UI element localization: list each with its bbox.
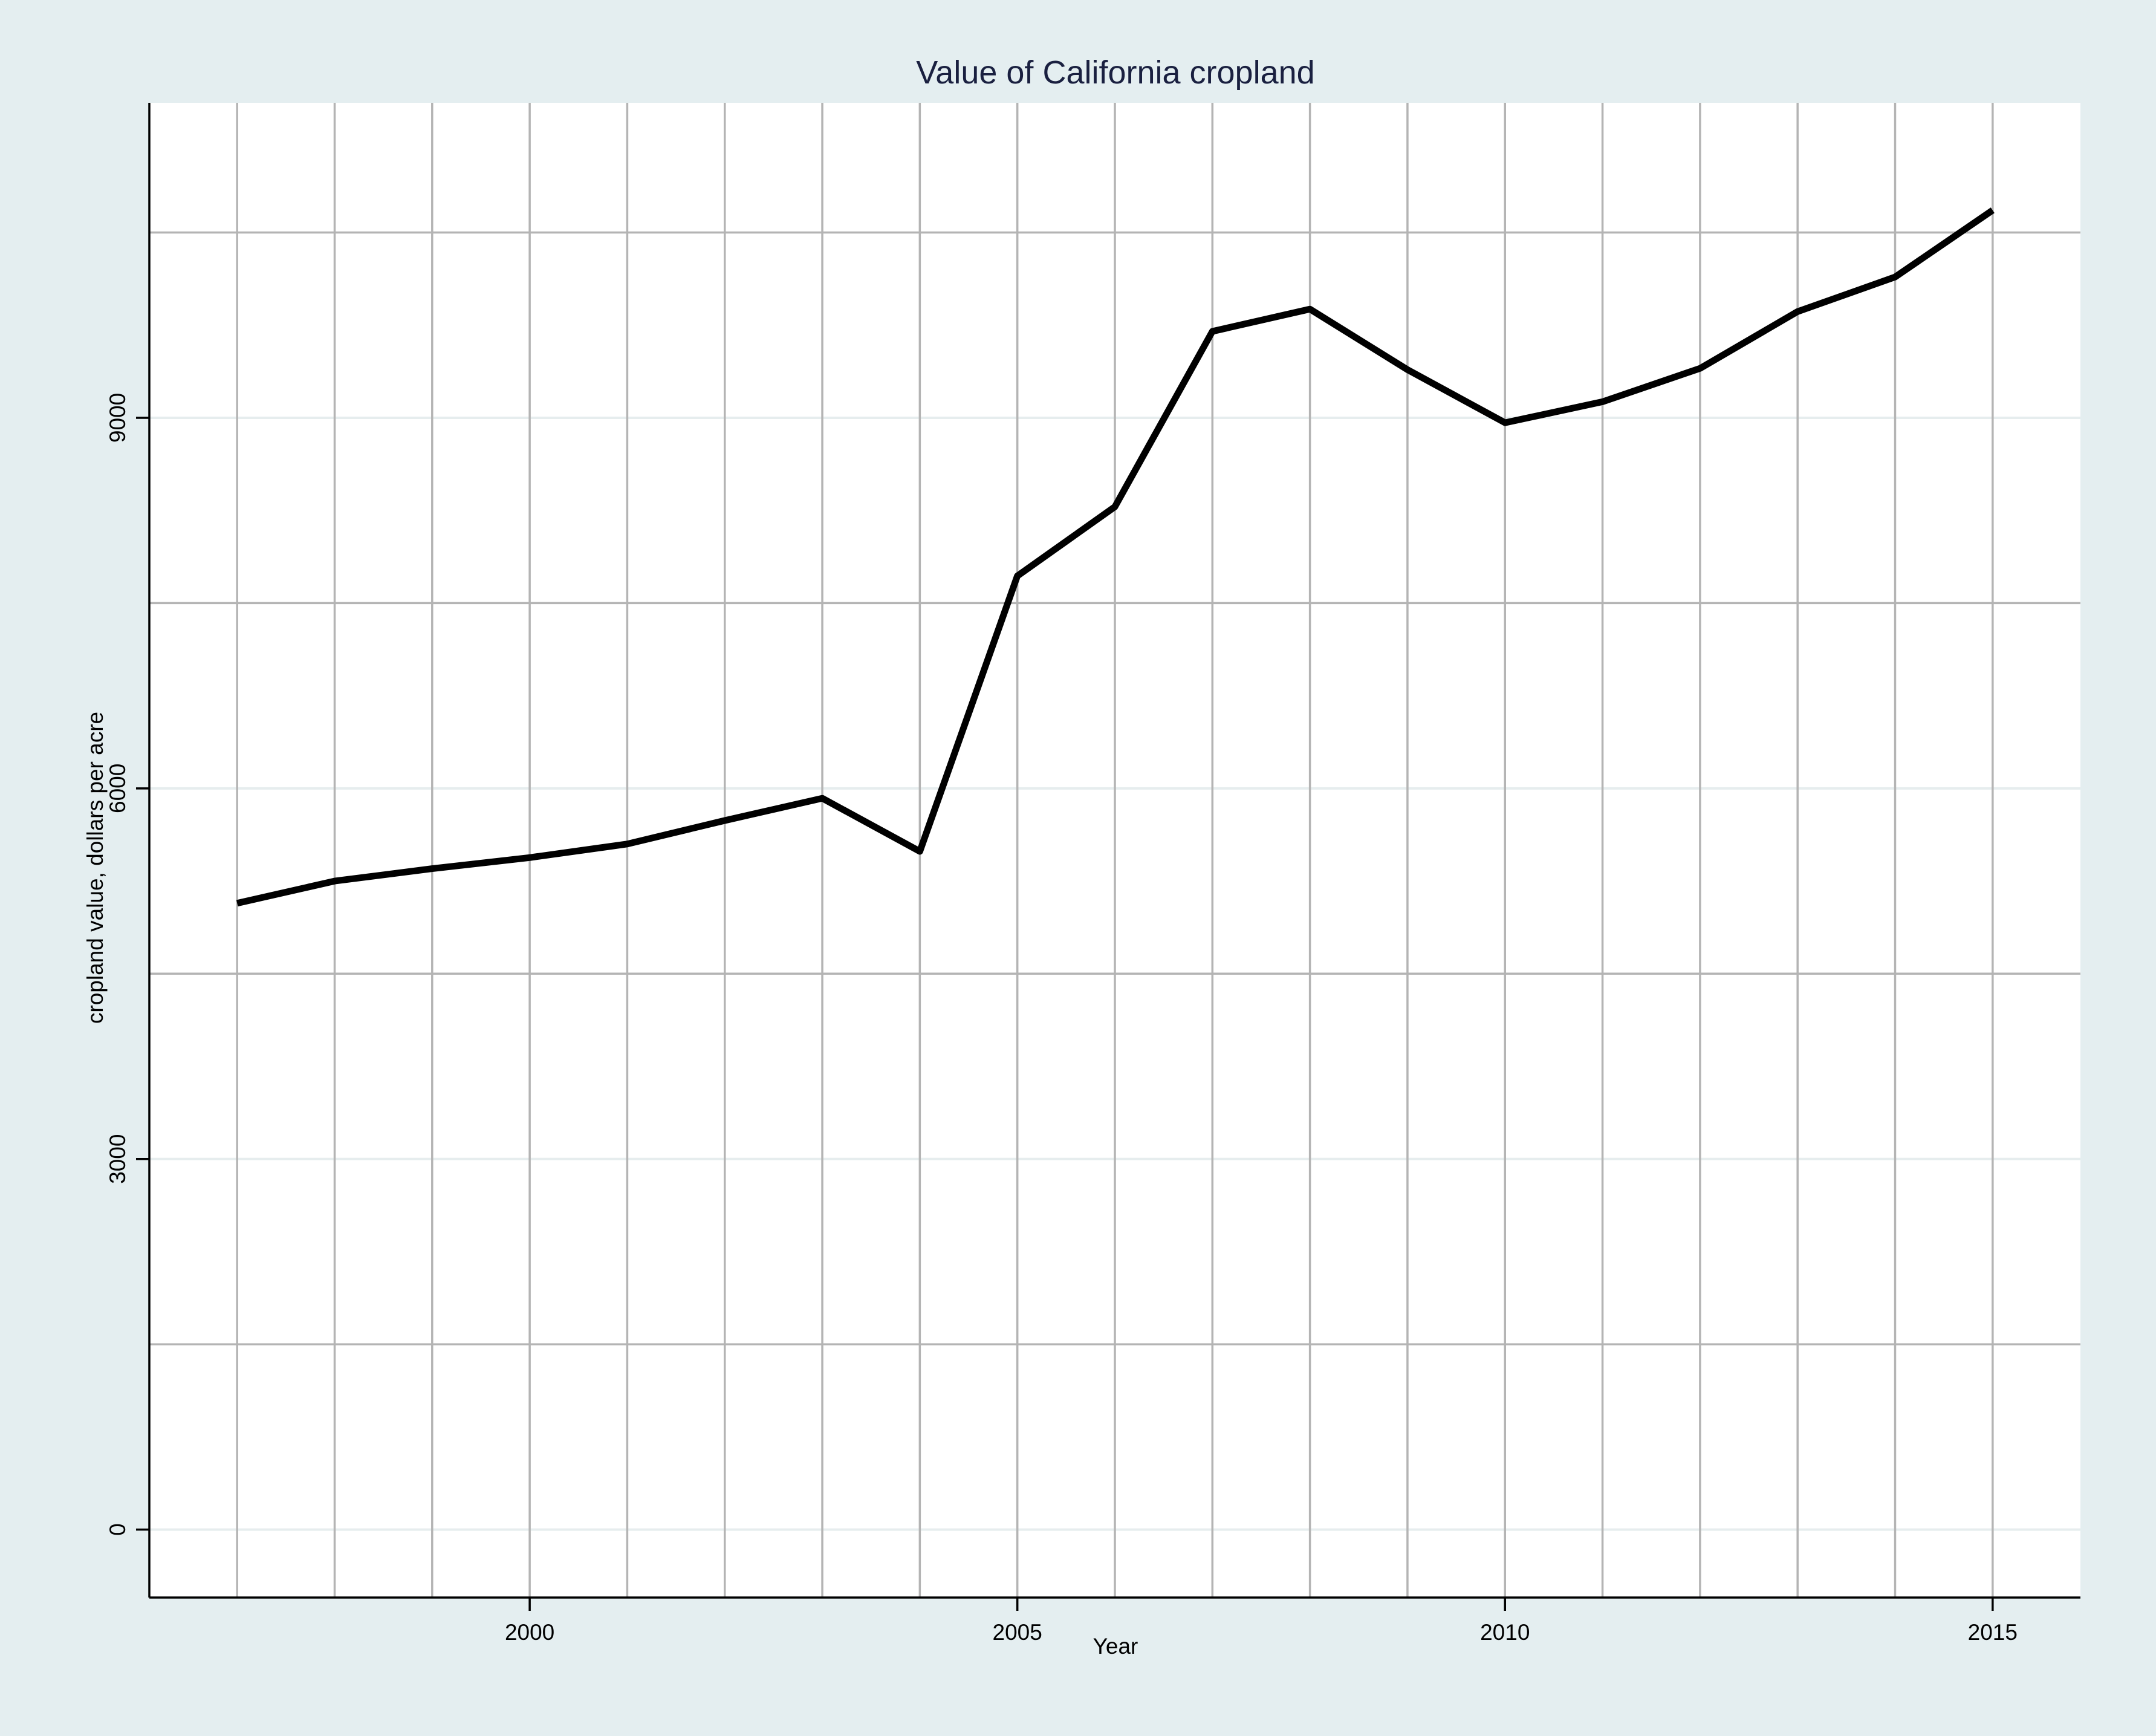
y-axis-title: cropland value, dollars per acre [83,712,108,1024]
chart-title: Value of California cropland [916,54,1314,91]
y-tick-label: 9000 [105,393,130,443]
y-tick-label: 6000 [105,764,130,813]
x-axis-title: Year [1093,1634,1138,1659]
x-tick-label: 2005 [993,1620,1042,1645]
x-tick-label: 2010 [1480,1620,1530,1645]
y-tick-label: 0 [105,1523,130,1536]
x-tick-label: 2015 [1968,1620,2018,1645]
x-tick-label: 2000 [505,1620,554,1645]
y-tick-label: 3000 [105,1134,130,1184]
